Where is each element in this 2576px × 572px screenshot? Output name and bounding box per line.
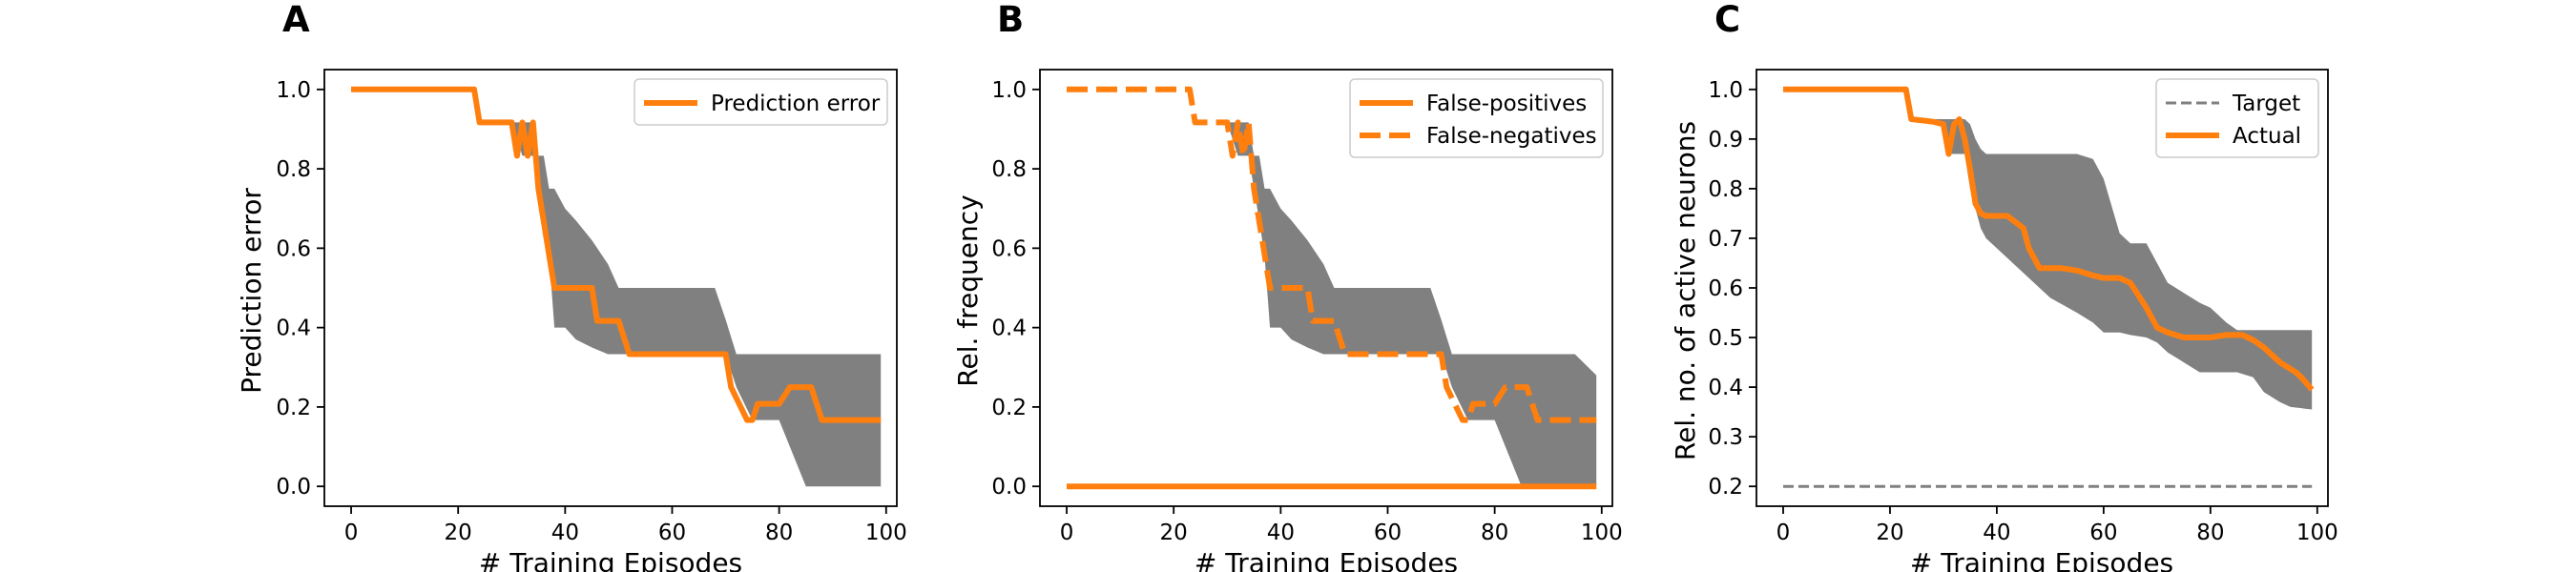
plot-area: [1783, 86, 2315, 488]
legend-label: Target: [2232, 92, 2300, 116]
y-tick-label: 0.6: [991, 236, 1027, 261]
x-tick-label: 80: [1481, 521, 1508, 545]
y-tick-label: 0.0: [276, 475, 311, 500]
y-tick-label: 0.8: [1708, 177, 1743, 202]
plot-area: [351, 86, 882, 487]
panel-c: C Rel. no. of active neurons # Training …: [1670, 0, 2338, 572]
legend-label: False-positives: [1426, 92, 1587, 116]
series-line-0: [351, 86, 882, 423]
legend-label: Prediction error: [711, 92, 881, 116]
panel-label: B: [997, 0, 1024, 40]
y-tick-label: 1.0: [276, 78, 311, 103]
y-tick-label: 1.0: [1708, 78, 1743, 103]
x-tick-label: 40: [1267, 521, 1295, 545]
legend-label: False-negatives: [1426, 124, 1597, 149]
panel-a: A Prediction error # Training Episodes 0…: [236, 0, 907, 572]
y-tick-label: 1.0: [991, 78, 1027, 103]
confidence-band: [1067, 89, 1597, 487]
x-tick-label: 0: [344, 521, 359, 545]
x-tick-label: 20: [1876, 521, 1903, 545]
confidence-band: [351, 89, 882, 487]
y-axis-label: Prediction error: [236, 188, 267, 394]
x-tick-label: 100: [865, 521, 907, 545]
panel-b: B Rel. frequency # Training Episodes 0 20…: [952, 0, 1623, 572]
y-axis-label: Rel. frequency: [952, 194, 984, 386]
axes-frame: [1039, 69, 1613, 507]
y-tick-label: 0.9: [1708, 128, 1743, 153]
legend: Target Actual: [2155, 78, 2319, 158]
panel-label: A: [282, 0, 310, 40]
y-tick-label: 0.2: [991, 396, 1027, 420]
y-tick-label: 0.4: [276, 317, 311, 341]
y-axis-label: Rel. no. of active neurons: [1670, 121, 1701, 460]
y-tick-label: 0.2: [276, 396, 311, 420]
y-tick-label: 0.8: [276, 157, 311, 182]
confidence-band: [1783, 89, 2313, 410]
y-tick-label: 0.3: [1708, 425, 1743, 450]
y-tick-label: 0.6: [1708, 276, 1743, 301]
y-tick-label: 0.6: [276, 236, 311, 261]
x-tick-label: 20: [1160, 521, 1188, 545]
x-tick-label: 100: [1581, 521, 1623, 545]
x-tick-label: 40: [1983, 521, 2010, 545]
y-tick-label: 0.4: [991, 317, 1027, 341]
legend: Prediction error: [634, 78, 888, 126]
x-tick-label: 80: [765, 521, 793, 545]
legend-frame: [1349, 78, 1604, 158]
series-line-1: [1783, 86, 2315, 392]
y-tick-label: 0.0: [991, 475, 1027, 500]
panel-label: C: [1714, 0, 1740, 40]
y-tick-label: 0.8: [991, 157, 1027, 182]
x-axis-label: # Training Episodes: [1910, 547, 2173, 572]
x-tick-label: 40: [551, 521, 579, 545]
axes-frame: [323, 69, 898, 507]
x-tick-label: 20: [445, 521, 472, 545]
x-tick-label: 60: [1374, 521, 1402, 545]
series-line-1: [1067, 86, 1597, 423]
x-tick-label: 60: [2089, 521, 2117, 545]
y-tick-label: 0.4: [1708, 376, 1743, 400]
x-tick-label: 0: [1060, 521, 1074, 545]
x-tick-label: 80: [2196, 521, 2224, 545]
y-tick-label: 0.7: [1708, 227, 1743, 252]
x-tick-label: 100: [2296, 521, 2338, 545]
plot-area: [1067, 86, 1597, 490]
x-axis-label: # Training Episodes: [479, 547, 742, 572]
legend-frame: [634, 78, 888, 126]
y-tick-label: 0.5: [1708, 326, 1743, 351]
legend-label: Actual: [2233, 124, 2301, 149]
legend: False-positives False-negatives: [1349, 78, 1604, 158]
x-tick-label: 0: [1776, 521, 1791, 545]
x-axis-label: # Training Episodes: [1195, 547, 1458, 572]
x-tick-label: 60: [658, 521, 686, 545]
y-tick-label: 0.2: [1708, 475, 1743, 500]
